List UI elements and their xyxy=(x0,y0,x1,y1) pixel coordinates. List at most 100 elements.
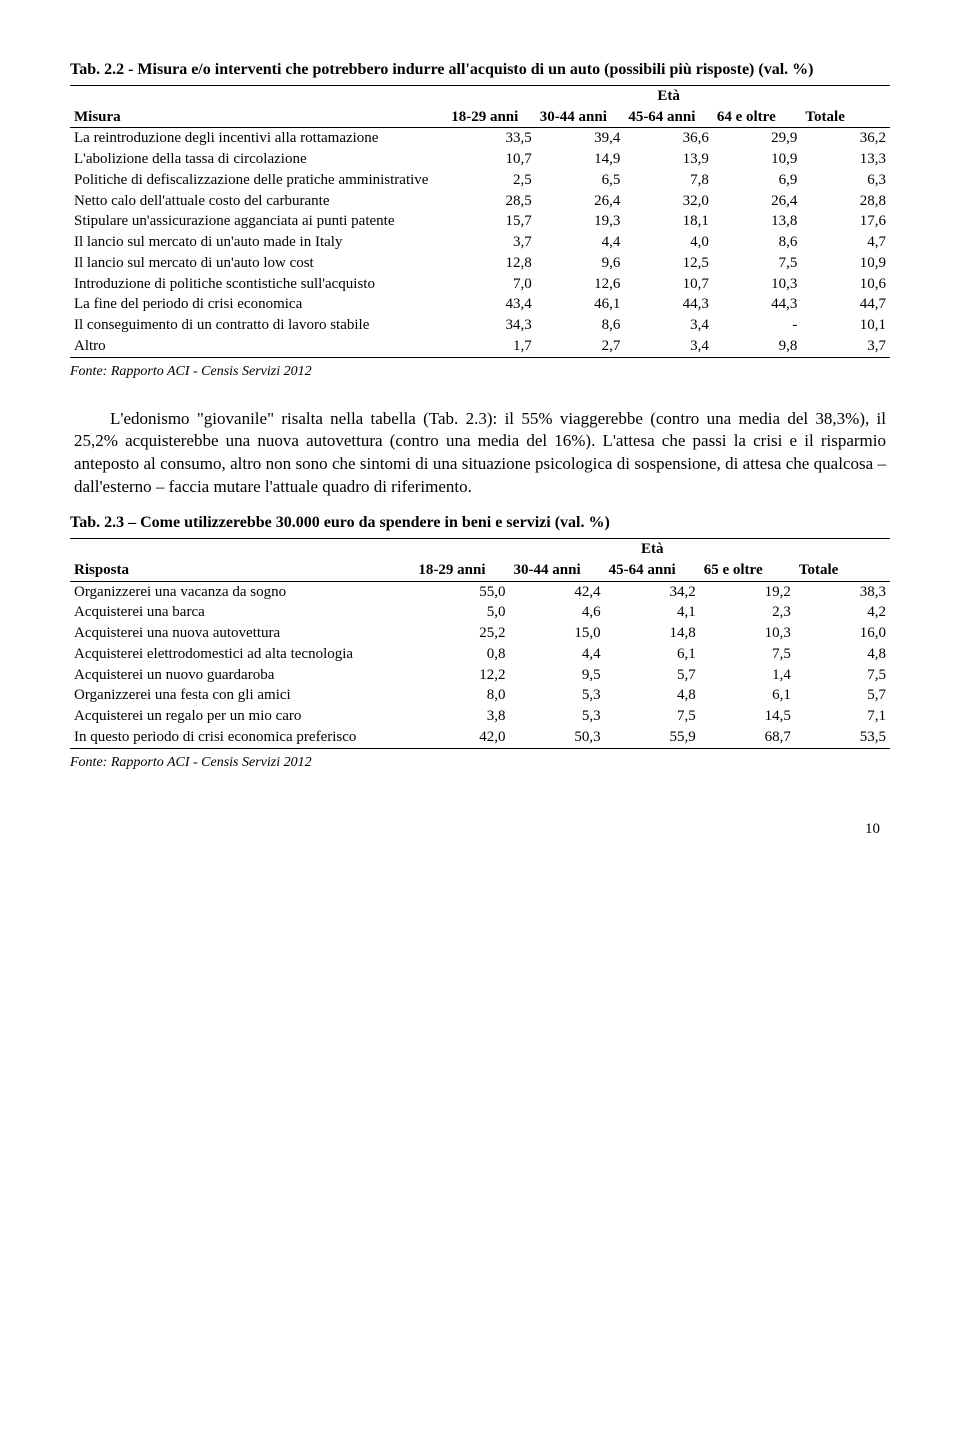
row-label: Acquisterei elettrodomestici ad alta tec… xyxy=(70,644,414,665)
row-value: 19,3 xyxy=(536,211,625,232)
row-value: 18,1 xyxy=(624,211,713,232)
table2: Età Risposta 18-29 anni 30-44 anni 45-64… xyxy=(70,538,890,749)
table2-age-header: 30-44 anni xyxy=(510,560,605,581)
row-label: Acquisterei una nuova autovettura xyxy=(70,623,414,644)
table-row: L'abolizione della tassa di circolazione… xyxy=(70,149,890,170)
table2-age-header: 45-64 anni xyxy=(605,560,700,581)
row-value: 8,6 xyxy=(536,315,625,336)
page-number: 10 xyxy=(70,821,890,838)
row-label: Acquisterei un nuovo guardaroba xyxy=(70,665,414,686)
row-label: L'abolizione della tassa di circolazione xyxy=(70,149,447,170)
table-row: Il conseguimento di un contratto di lavo… xyxy=(70,315,890,336)
row-value: 4,6 xyxy=(510,602,605,623)
row-value: 17,6 xyxy=(801,211,890,232)
row-value: 32,0 xyxy=(624,191,713,212)
row-value: 6,3 xyxy=(801,170,890,191)
row-value: 7,5 xyxy=(713,253,802,274)
row-label: Acquisterei una barca xyxy=(70,602,414,623)
row-value: 1,4 xyxy=(700,665,795,686)
row-value: 12,5 xyxy=(624,253,713,274)
row-value: 39,4 xyxy=(536,128,625,149)
row-value: 2,7 xyxy=(536,336,625,357)
table-row: Organizzerei una vacanza da sogno55,042,… xyxy=(70,581,890,602)
table2-fonte: Fonte: Rapporto ACI - Censis Servizi 201… xyxy=(70,755,890,771)
table1-age-header: 64 e oltre xyxy=(713,107,802,128)
row-value: 10,9 xyxy=(713,149,802,170)
row-value: 50,3 xyxy=(510,727,605,748)
row-value: 15,0 xyxy=(510,623,605,644)
row-value: 7,5 xyxy=(795,665,890,686)
row-value: 28,5 xyxy=(447,191,536,212)
row-value: 10,3 xyxy=(700,623,795,644)
row-value: 8,6 xyxy=(713,232,802,253)
table-row: Acquisterei un nuovo guardaroba12,29,55,… xyxy=(70,665,890,686)
row-value: 7,5 xyxy=(700,644,795,665)
row-value: 5,7 xyxy=(795,685,890,706)
row-value: 14,8 xyxy=(605,623,700,644)
row-value: 7,1 xyxy=(795,706,890,727)
row-label: Il conseguimento di un contratto di lavo… xyxy=(70,315,447,336)
table-row: Acquisterei una barca5,04,64,12,34,2 xyxy=(70,602,890,623)
row-value: 12,2 xyxy=(414,665,509,686)
row-value: 13,9 xyxy=(624,149,713,170)
row-value: 9,5 xyxy=(510,665,605,686)
row-value: 5,3 xyxy=(510,685,605,706)
row-value: 4,7 xyxy=(801,232,890,253)
row-value: 34,2 xyxy=(605,581,700,602)
row-value: 6,1 xyxy=(605,644,700,665)
row-value: 10,7 xyxy=(624,274,713,295)
table-row: Stipulare un'assicurazione agganciata ai… xyxy=(70,211,890,232)
table1-age-header: 45-64 anni xyxy=(624,107,713,128)
table-row: Altro1,72,73,49,83,7 xyxy=(70,336,890,357)
row-value: 14,9 xyxy=(536,149,625,170)
row-value: 16,0 xyxy=(795,623,890,644)
row-value: 26,4 xyxy=(713,191,802,212)
table2-col0-header: Risposta xyxy=(70,560,414,581)
table1-fonte: Fonte: Rapporto ACI - Censis Servizi 201… xyxy=(70,364,890,380)
table1-title: Tab. 2.2 - Misura e/o interventi che pot… xyxy=(70,60,890,81)
row-value: 8,0 xyxy=(414,685,509,706)
table2-age-header: 18-29 anni xyxy=(414,560,509,581)
row-value: 34,3 xyxy=(447,315,536,336)
table1-eta-label: Età xyxy=(447,85,890,106)
row-value: 10,9 xyxy=(801,253,890,274)
row-value: 29,9 xyxy=(713,128,802,149)
row-label: Organizzerei una festa con gli amici xyxy=(70,685,414,706)
row-value: 7,5 xyxy=(605,706,700,727)
row-value: 10,7 xyxy=(447,149,536,170)
table-row: Il lancio sul mercato di un'auto low cos… xyxy=(70,253,890,274)
row-value: 2,3 xyxy=(700,602,795,623)
row-value: 15,7 xyxy=(447,211,536,232)
row-value: 42,4 xyxy=(510,581,605,602)
row-value: 3,7 xyxy=(447,232,536,253)
row-value: 25,2 xyxy=(414,623,509,644)
row-value: 46,1 xyxy=(536,294,625,315)
table2-title: Tab. 2.3 – Come utilizzerebbe 30.000 eur… xyxy=(70,513,890,534)
row-value: 4,2 xyxy=(795,602,890,623)
body-paragraph-text: L'edonismo "giovanile" risalta nella tab… xyxy=(74,409,886,497)
table-row: Introduzione di politiche scontistiche s… xyxy=(70,274,890,295)
table-row: Organizzerei una festa con gli amici8,05… xyxy=(70,685,890,706)
row-value: 14,5 xyxy=(700,706,795,727)
row-value: 33,5 xyxy=(447,128,536,149)
row-value: 5,3 xyxy=(510,706,605,727)
row-label: Netto calo dell'attuale costo del carbur… xyxy=(70,191,447,212)
table-row: La reintroduzione degli incentivi alla r… xyxy=(70,128,890,149)
table-row: Acquisterei elettrodomestici ad alta tec… xyxy=(70,644,890,665)
row-label: In questo periodo di crisi economica pre… xyxy=(70,727,414,748)
row-label: Il lancio sul mercato di un'auto low cos… xyxy=(70,253,447,274)
row-value: 12,8 xyxy=(447,253,536,274)
row-value: 10,3 xyxy=(713,274,802,295)
row-value: 36,2 xyxy=(801,128,890,149)
row-value: - xyxy=(713,315,802,336)
row-value: 55,9 xyxy=(605,727,700,748)
row-value: 4,4 xyxy=(510,644,605,665)
row-value: 26,4 xyxy=(536,191,625,212)
row-value: 4,4 xyxy=(536,232,625,253)
body-paragraph: L'edonismo "giovanile" risalta nella tab… xyxy=(70,408,890,500)
row-value: 9,8 xyxy=(713,336,802,357)
row-value: 13,3 xyxy=(801,149,890,170)
row-value: 4,8 xyxy=(795,644,890,665)
row-value: 43,4 xyxy=(447,294,536,315)
row-value: 38,3 xyxy=(795,581,890,602)
